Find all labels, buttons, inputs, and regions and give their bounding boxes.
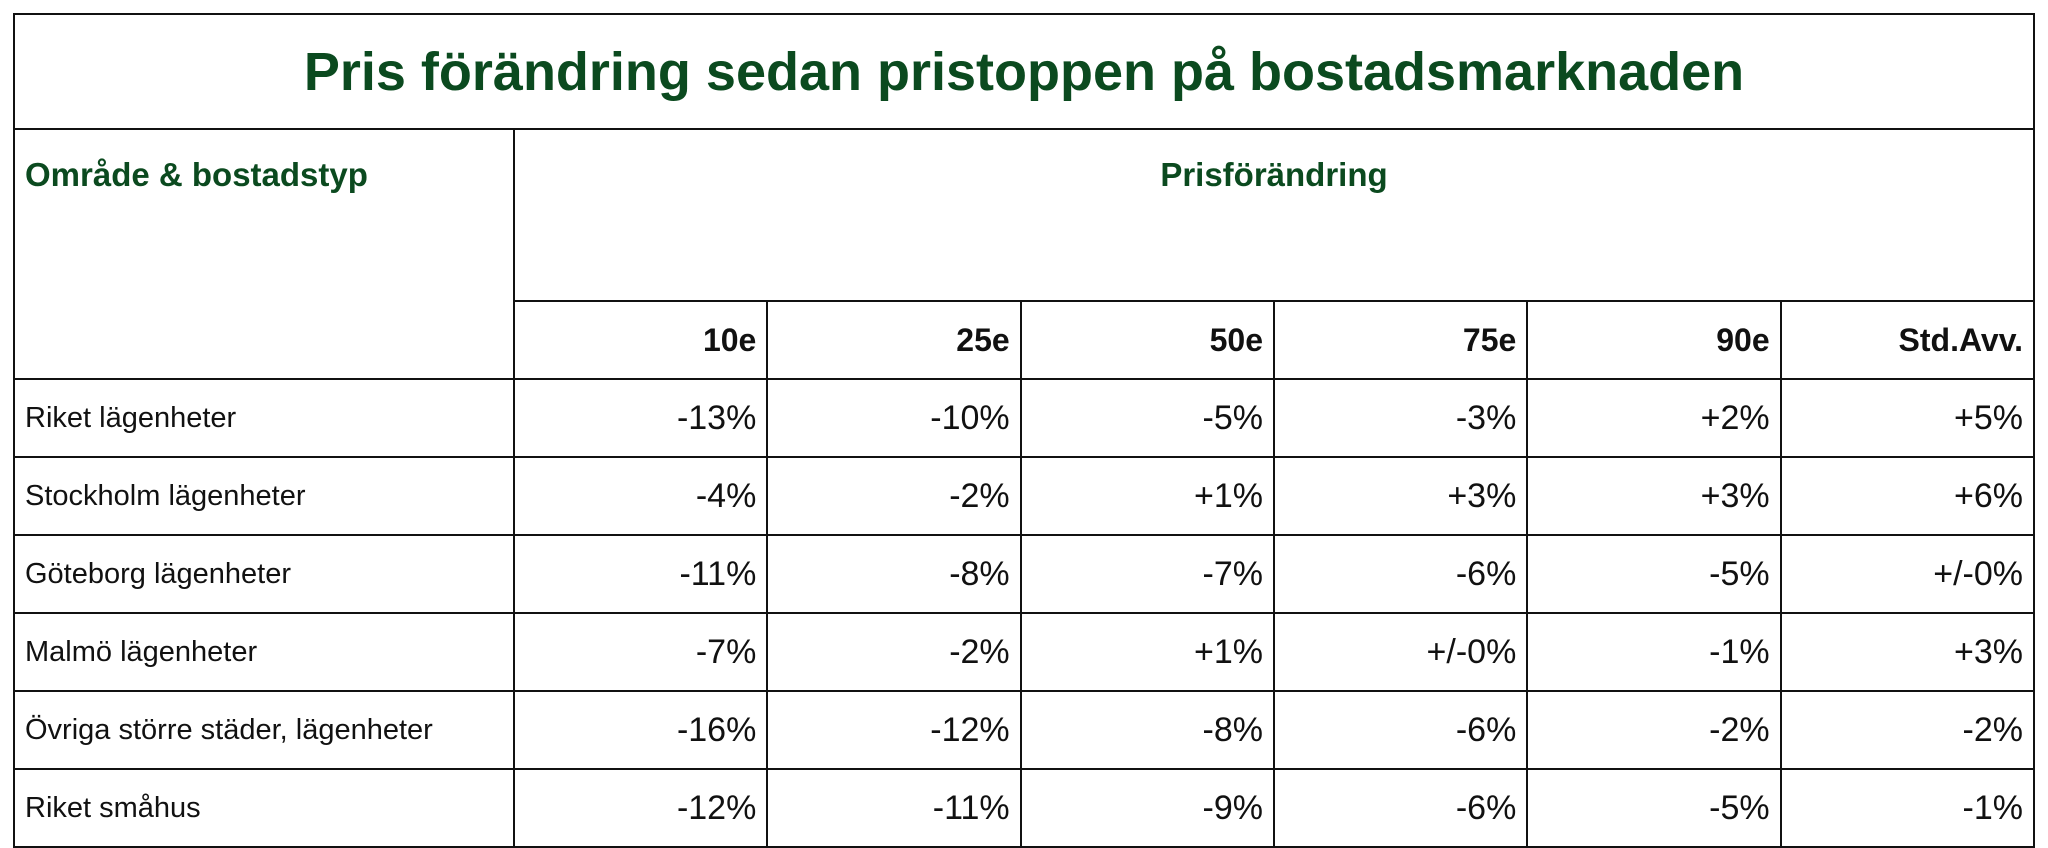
cell-value: +3% xyxy=(1779,612,2036,692)
cell-value: -16% xyxy=(512,690,769,770)
price-table: Pris förändring sedan pristoppen på bost… xyxy=(13,13,2036,848)
table-row: Stockholm lägenheter -4% -2% +1% +3% +3% +6% xyxy=(13,456,2036,536)
cell-value: +1% xyxy=(1019,612,1275,692)
cell-value: +3% xyxy=(1526,456,1782,536)
cell-value: +/-0% xyxy=(1779,534,2036,614)
cell-value: -6% xyxy=(1272,768,1529,848)
cell-value: -2% xyxy=(1779,690,2036,770)
cell-value: -5% xyxy=(1526,768,1782,848)
cell-value: -8% xyxy=(1019,690,1275,770)
cell-value: +5% xyxy=(1779,378,2036,458)
cell-value: -8% xyxy=(766,534,1022,614)
cell-value: -10% xyxy=(766,378,1022,458)
table-row: Övriga större städer, lägenheter -16% -12%… xyxy=(13,690,2036,770)
column-header: 50e xyxy=(1019,300,1275,380)
column-header: 25e xyxy=(766,300,1022,380)
row-label: Göteborg lägenheter xyxy=(13,534,515,614)
cell-value: -11% xyxy=(512,534,769,614)
cell-value: -2% xyxy=(766,456,1022,536)
table-row: Malmö lägenheter -7% -2% +1% +/-0% -1% +3% xyxy=(13,612,2036,692)
cell-value: -9% xyxy=(1019,768,1275,848)
row-label: Stockholm lägenheter xyxy=(13,456,515,536)
cell-value: +1% xyxy=(1019,456,1275,536)
cell-value: -7% xyxy=(512,612,769,692)
cell-value: -13% xyxy=(512,378,769,458)
column-header: 75e xyxy=(1272,300,1529,380)
row-label: Malmö lägenheter xyxy=(13,612,515,692)
cell-value: +/-0% xyxy=(1272,612,1529,692)
cell-value: -12% xyxy=(766,690,1022,770)
table-title: Pris förändring sedan pristoppen på bost… xyxy=(13,13,2035,130)
row-label: Övriga större städer, lägenheter xyxy=(13,690,515,770)
table-row: Riket småhus -12% -11% -9% -6% -5% -1% xyxy=(13,768,2036,848)
table-row: Göteborg lägenheter -11% -8% -7% -6% -5% +/-0% xyxy=(13,534,2036,614)
cell-value: -5% xyxy=(1526,534,1782,614)
row-header: Område & bostadstyp xyxy=(13,128,515,380)
cell-value: -12% xyxy=(512,768,769,848)
cell-value: -6% xyxy=(1272,534,1529,614)
cell-value: -1% xyxy=(1779,768,2036,848)
cell-value: -11% xyxy=(766,768,1022,848)
column-header: 10e xyxy=(512,300,769,380)
cell-value: -2% xyxy=(766,612,1022,692)
table-row: Riket lägenheter -13% -10% -5% -3% +2% +5% xyxy=(13,378,2036,458)
cell-value: -1% xyxy=(1526,612,1782,692)
cell-value: -4% xyxy=(512,456,769,536)
column-header: 90e xyxy=(1526,300,1782,380)
cell-value: -2% xyxy=(1526,690,1782,770)
cell-value: +6% xyxy=(1779,456,2036,536)
cell-value: -5% xyxy=(1019,378,1275,458)
column-header: Std.Avv. xyxy=(1779,300,2036,380)
group-header: Prisförändring xyxy=(513,128,2035,302)
cell-value: -3% xyxy=(1272,378,1529,458)
row-label: Riket lägenheter xyxy=(13,378,515,458)
cell-value: +3% xyxy=(1272,456,1529,536)
cell-value: +2% xyxy=(1526,378,1782,458)
cell-value: -7% xyxy=(1019,534,1275,614)
row-label: Riket småhus xyxy=(13,768,515,848)
cell-value: -6% xyxy=(1272,690,1529,770)
